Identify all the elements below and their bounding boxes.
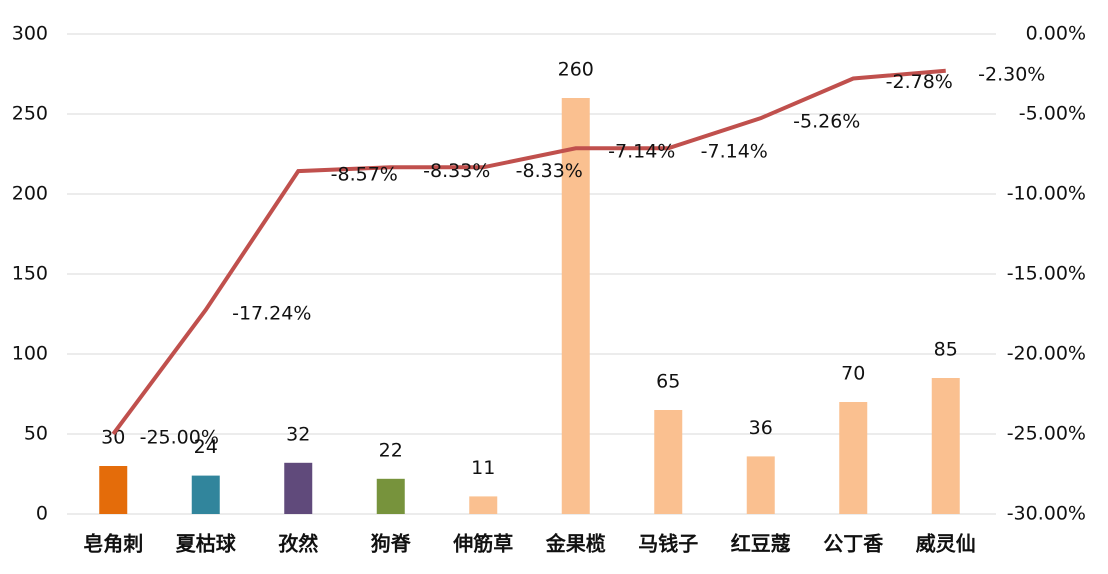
line — [111, 68, 946, 436]
bar — [561, 98, 590, 514]
bar — [284, 462, 313, 514]
x-tick-label: 皂角刺 — [83, 532, 143, 556]
y-tick-label: 300 — [12, 23, 48, 45]
bar — [99, 466, 128, 514]
line-value-label: -5.26% — [793, 111, 860, 133]
x-tick-label: 马钱子 — [638, 532, 698, 556]
bar-value-label: 85 — [934, 339, 958, 361]
bar-value-label: 32 — [286, 423, 310, 445]
bar — [839, 402, 868, 514]
bar — [376, 478, 405, 514]
bar-value-label: 260 — [558, 59, 594, 81]
y-tick-label: 0 — [36, 503, 48, 525]
y-tick-label: 100 — [12, 343, 48, 365]
bar-value-label: 65 — [656, 371, 680, 393]
y2-tick-label: -10.00% — [1007, 183, 1086, 205]
y-tick-label: 250 — [12, 103, 48, 125]
line-value-label: -7.14% — [608, 141, 675, 163]
line-value-label: -8.57% — [331, 164, 398, 186]
x-tick-label: 威灵仙 — [916, 532, 976, 556]
bar-value-label: 36 — [749, 417, 773, 439]
y2-tick-label: -20.00% — [1007, 343, 1086, 365]
bar-value-label: 24 — [194, 436, 218, 458]
line-value-label: -7.14% — [701, 141, 768, 163]
x-tick-label: 金果榄 — [545, 532, 606, 556]
x-tick-label: 伸筋草 — [452, 532, 513, 556]
line-value-label: -2.30% — [978, 63, 1045, 85]
line-value-label: -8.33% — [423, 160, 490, 182]
bar-value-label: 11 — [471, 457, 495, 479]
bar — [191, 475, 220, 514]
y-tick-label: 50 — [24, 423, 48, 445]
bar — [654, 410, 683, 514]
line-value-label: -17.24% — [232, 302, 311, 324]
y2-tick-label: -15.00% — [1007, 263, 1086, 285]
y2-tick-label: 0.00% — [1026, 23, 1086, 45]
x-tick-label: 夏枯球 — [176, 532, 237, 556]
bar-value-label: 22 — [379, 439, 403, 461]
bar-value-label: 30 — [101, 427, 125, 449]
x-tick-label: 红豆蔻 — [731, 532, 791, 556]
y2-tick-label: -30.00% — [1007, 503, 1086, 525]
line-value-label: -2.78% — [886, 71, 953, 93]
bar-value-label: 70 — [841, 363, 865, 385]
x-tick-label: 孜然 — [278, 532, 318, 556]
y-tick-label: 200 — [12, 183, 48, 205]
bar — [469, 496, 498, 514]
y-tick-label: 150 — [12, 263, 48, 285]
bar — [931, 378, 960, 514]
y2-tick-label: -25.00% — [1007, 423, 1086, 445]
bar — [746, 456, 775, 514]
line-value-label: -8.33% — [516, 160, 583, 182]
x-tick-label: 公丁香 — [823, 532, 884, 556]
x-tick-label: 狗脊 — [371, 532, 412, 556]
line-value-label: -25.00% — [140, 427, 219, 449]
y2-tick-label: -5.00% — [1019, 103, 1086, 125]
